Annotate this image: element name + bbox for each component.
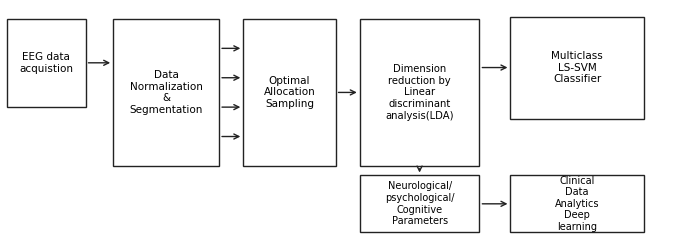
Bar — [243, 19, 336, 166]
Bar — [510, 17, 644, 118]
Bar — [360, 175, 479, 232]
Bar — [7, 19, 86, 107]
Text: Data
Normalization
&
Segmentation: Data Normalization & Segmentation — [129, 70, 203, 115]
Bar — [360, 19, 479, 166]
Text: Optimal
Allocation
Sampling: Optimal Allocation Sampling — [264, 76, 315, 109]
Text: Multiclass
LS-SVM
Classifier: Multiclass LS-SVM Classifier — [551, 51, 603, 84]
Text: Neurological/
psychological/
Cognitive
Parameters: Neurological/ psychological/ Cognitive P… — [385, 181, 454, 226]
Text: Clinical
Data
Analytics
Deep
learning: Clinical Data Analytics Deep learning — [555, 176, 599, 232]
Bar — [113, 19, 219, 166]
Text: Dimension
reduction by
Linear
discriminant
analysis(LDA): Dimension reduction by Linear discrimina… — [385, 64, 454, 121]
Bar — [510, 175, 644, 232]
Text: EEG data
acquistion: EEG data acquistion — [19, 52, 73, 74]
